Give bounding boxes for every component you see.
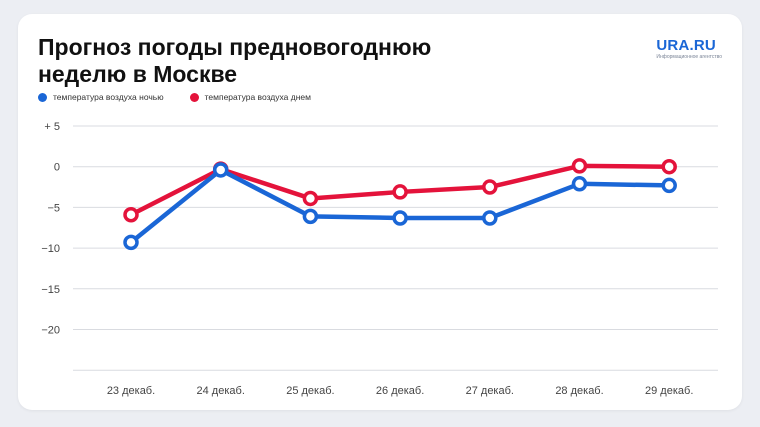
data-point-night bbox=[661, 177, 677, 194]
data-point-day bbox=[482, 179, 498, 195]
data-point-day bbox=[123, 206, 139, 223]
data-point-day bbox=[661, 158, 677, 175]
x-tick-label: 27 декаб. bbox=[466, 385, 514, 397]
x-tick-label: 24 декаб. bbox=[197, 385, 245, 397]
legend-item-night: температура воздуха ночью bbox=[38, 92, 164, 102]
data-point-night bbox=[123, 234, 139, 251]
data-point-night bbox=[212, 162, 229, 178]
legend-label-day: температура воздуха днем bbox=[204, 92, 311, 102]
x-tick-label: 28 декаб. bbox=[555, 385, 603, 397]
legend-swatch-day bbox=[189, 92, 199, 102]
y-tick-label: −20 bbox=[41, 325, 60, 337]
data-point-night bbox=[482, 210, 498, 226]
brand-logo: URA.RU Информационное агентство bbox=[656, 37, 722, 61]
y-tick-label: + 5 bbox=[44, 121, 60, 133]
series-line-night bbox=[128, 167, 672, 245]
x-tick-label: 25 декаб. bbox=[286, 385, 334, 397]
x-tick-label: 23 декаб. bbox=[107, 385, 155, 397]
y-tick-label: −10 bbox=[41, 243, 60, 255]
data-point-day bbox=[302, 190, 319, 207]
chart-card: Прогноз погоды предновогоднюю неделю в М… bbox=[18, 14, 742, 410]
title-line-1: Прогноз погоды предновогоднюю bbox=[38, 34, 432, 60]
data-point-night bbox=[571, 176, 588, 192]
data-point-night bbox=[302, 208, 319, 225]
y-tick-label: −15 bbox=[41, 284, 60, 296]
line-chart: + 5 0 −5 −10 −15 −20 23 декаб. 24 декаб. 25 дека… bbox=[41, 121, 718, 397]
brand-name: URA.RU bbox=[656, 37, 716, 54]
y-tick-label: −5 bbox=[47, 202, 60, 214]
legend-swatch-night bbox=[38, 92, 47, 102]
data-point-night bbox=[392, 210, 408, 226]
legend-label-night: температура воздуха ночью bbox=[53, 92, 164, 102]
x-tick-label: 26 декаб. bbox=[376, 385, 424, 397]
x-tick-label: 29 декаб. bbox=[645, 385, 693, 397]
y-tick-label: 0 bbox=[54, 162, 60, 174]
brand-tagline: Информационное агентство bbox=[656, 54, 722, 60]
data-point-day bbox=[571, 158, 588, 174]
title-line-2: неделю в Москве bbox=[38, 61, 238, 87]
chart-legend: температура воздуха ночью температура во… bbox=[38, 92, 311, 102]
legend-item-day: температура воздуха днем bbox=[189, 92, 311, 102]
chart-title: Прогноз погоды предновогоднюю неделю в М… bbox=[38, 34, 518, 88]
data-point-day bbox=[392, 184, 408, 200]
